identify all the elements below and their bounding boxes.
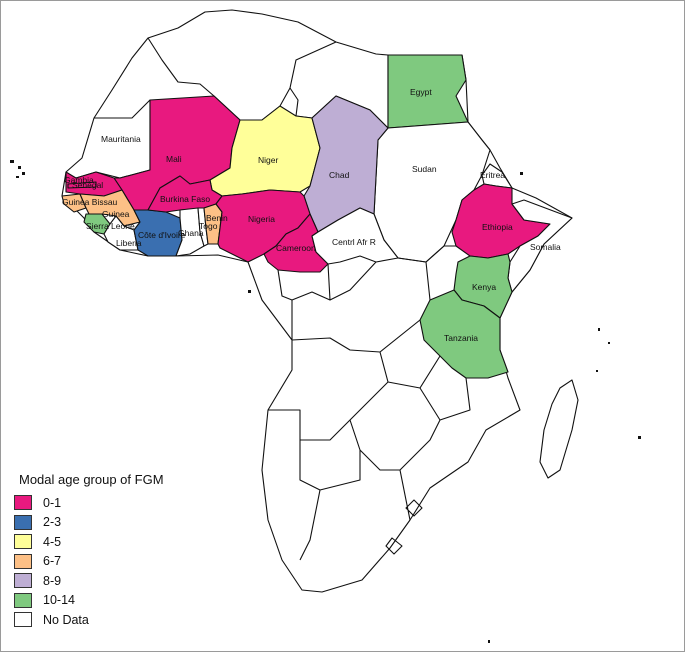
legend-item: No Data xyxy=(14,610,264,630)
label-togo: Togo xyxy=(199,221,218,231)
legend-item: 0-1 xyxy=(14,493,264,513)
legend-label: 10-14 xyxy=(43,593,75,608)
central-southern-borders xyxy=(268,245,471,561)
label-egypt: Egypt xyxy=(410,87,432,97)
legend-label: 6-7 xyxy=(43,554,62,569)
label-mauritania: Mauritania xyxy=(101,134,141,144)
legend-swatch xyxy=(14,573,32,589)
label-ethiopia: Ethiopia xyxy=(482,222,513,232)
label-senegal: Senegal xyxy=(72,180,103,190)
label-burkina-faso: Burkina Faso xyxy=(160,194,210,204)
legend-label: 4-5 xyxy=(43,534,62,549)
legend-swatch xyxy=(14,592,32,608)
label-kenya: Kenya xyxy=(472,282,496,292)
country-burkina-faso xyxy=(147,175,223,213)
legend-item: 6-7 xyxy=(14,552,264,572)
legend: Modal age group of FGM 0-1 2-3 4-5 6-7 8… xyxy=(14,472,264,630)
label-somalia: Somalia xyxy=(530,242,561,252)
label-nigeria: Nigeria xyxy=(248,214,275,224)
label-mali: Mali xyxy=(166,154,182,164)
legend-swatch xyxy=(14,514,32,530)
legend-swatch xyxy=(14,612,32,628)
label-eritrea: Eritrea xyxy=(480,170,505,180)
legend-label: No Data xyxy=(43,612,89,627)
islands xyxy=(10,160,641,643)
label-liberia: Liberia xyxy=(116,238,142,248)
label-guinea-bissau: Guinea Bissau xyxy=(62,197,118,207)
legend-swatch xyxy=(14,553,32,569)
legend-item: 10-14 xyxy=(14,591,264,611)
label-gambia: Gambia xyxy=(64,175,94,185)
label-sierra-leone: Sierra Leone xyxy=(86,221,135,231)
legend-label: 0-1 xyxy=(43,495,62,510)
label-car: Centrl Afr R xyxy=(332,237,376,247)
legend-title: Modal age group of FGM xyxy=(19,472,164,487)
label-ghana: Ghana xyxy=(178,228,204,238)
country-labels: Egypt Mauritania Mali Niger Chad Sudan E… xyxy=(62,87,561,343)
legend-item: 2-3 xyxy=(14,513,264,533)
country-madagascar xyxy=(539,379,579,479)
legend-swatch xyxy=(14,534,32,550)
label-sudan: Sudan xyxy=(412,164,437,174)
country-tanzania xyxy=(419,289,509,379)
label-cameroon: Cameroon xyxy=(276,243,316,253)
label-benin: Benin xyxy=(206,213,228,223)
legend-item: 4-5 xyxy=(14,532,264,552)
legend-label: 2-3 xyxy=(43,515,62,530)
label-cote-divoire: Côte d'Ivoire xyxy=(138,230,186,240)
legend-label: 8-9 xyxy=(43,573,62,588)
label-guinea: Guinea xyxy=(102,209,130,219)
legend-item: 8-9 xyxy=(14,571,264,591)
label-niger: Niger xyxy=(258,155,278,165)
country-guinea-bissau xyxy=(61,193,87,213)
country-gambia xyxy=(67,181,97,189)
label-chad: Chad xyxy=(329,170,350,180)
legend-swatch xyxy=(14,495,32,511)
label-tanzania: Tanzania xyxy=(444,333,478,343)
